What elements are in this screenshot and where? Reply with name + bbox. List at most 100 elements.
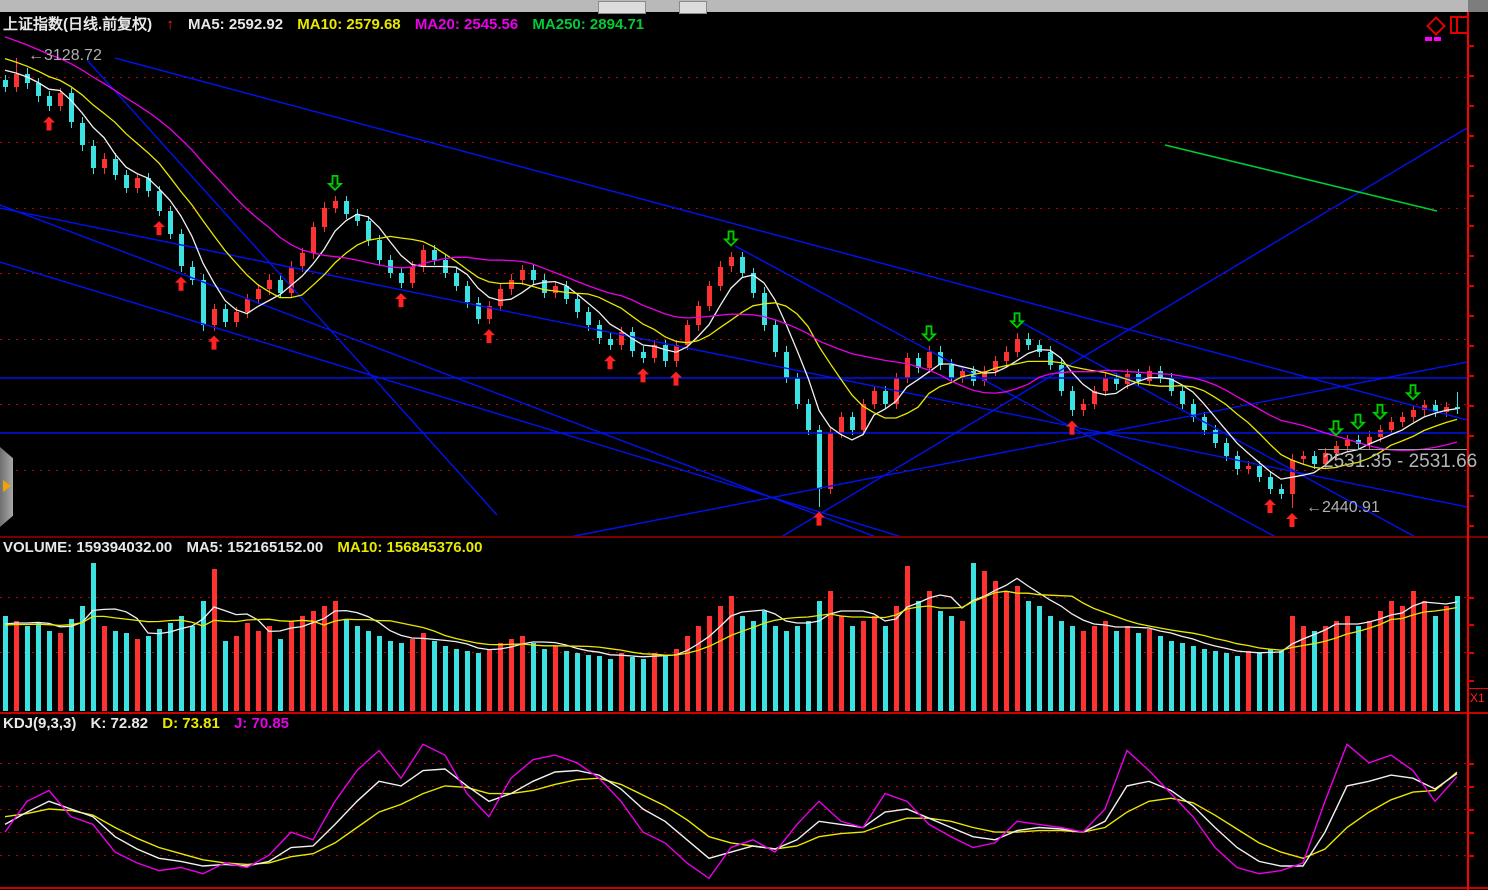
candle — [1180, 390, 1185, 404]
left-panel-expander[interactable] — [0, 447, 13, 527]
candle — [25, 73, 30, 84]
high-price-label: ←3128.72 — [28, 47, 102, 64]
panel-separator — [0, 536, 1488, 538]
candle — [817, 430, 822, 489]
candle — [971, 371, 976, 381]
volume-bar — [223, 641, 228, 711]
buy-signal-arrow-icon — [604, 355, 616, 370]
sell-signal-arrow-icon — [1008, 312, 1026, 329]
volume-bar — [344, 619, 349, 711]
volume-bar — [1290, 616, 1295, 711]
current-price-range-label: 2531.35 - 2531.66 — [1323, 451, 1478, 472]
candle — [300, 253, 305, 267]
axis-tick — [1467, 315, 1474, 317]
candle — [36, 83, 41, 97]
window-top-strip — [0, 0, 1488, 14]
candle — [1213, 430, 1218, 444]
volume-bar — [1301, 626, 1306, 711]
candle — [124, 174, 129, 188]
candle — [652, 345, 657, 359]
dotted-gridline — [0, 809, 1467, 810]
candle — [388, 260, 393, 274]
sell-signal-arrow-icon — [1404, 384, 1422, 401]
candle — [1235, 456, 1240, 470]
axis-tick — [1467, 435, 1474, 437]
candle — [1301, 456, 1306, 460]
candle — [146, 178, 151, 192]
volume-bar — [542, 649, 547, 711]
candle — [245, 299, 250, 313]
candle — [1246, 466, 1251, 470]
buy-signal-arrow-icon — [670, 371, 682, 386]
volume-ma5-value: MA5: 152165152.00 — [186, 539, 324, 556]
candle — [883, 390, 888, 404]
candle — [333, 201, 338, 208]
dotted-gridline — [0, 208, 1467, 209]
candle — [1345, 439, 1350, 447]
volume-bar — [311, 611, 316, 711]
top-strip-tab[interactable] — [679, 1, 707, 14]
volume-bar — [894, 606, 899, 711]
candle — [773, 325, 778, 352]
right-price-axis — [1467, 12, 1469, 890]
panel-separator — [0, 712, 1488, 714]
candle — [212, 309, 217, 326]
candle — [916, 358, 921, 368]
candle — [553, 286, 558, 293]
buy-signal-arrow-icon — [1286, 512, 1298, 527]
candle — [949, 364, 954, 378]
candle — [399, 273, 404, 283]
volume-bar — [256, 631, 261, 711]
candle — [784, 351, 789, 378]
top-strip-corner — [1468, 0, 1488, 12]
candle — [1202, 417, 1207, 431]
volume-bar — [531, 643, 536, 711]
volume-bar — [1356, 626, 1361, 711]
volume-bar — [1202, 649, 1207, 711]
axis-tick — [1467, 855, 1474, 857]
volume-bar — [234, 636, 239, 711]
axis-tick — [1467, 809, 1474, 811]
split-window-icon[interactable] — [1450, 16, 1469, 34]
ma250-value: MA250: 2894.71 — [532, 16, 645, 33]
volume-bar — [377, 636, 382, 711]
volume-bar — [300, 616, 305, 711]
volume-bar — [36, 623, 41, 711]
volume-bar — [1312, 631, 1317, 711]
volume-bar — [1092, 626, 1097, 711]
volume-bar — [696, 626, 701, 711]
volume-bar — [839, 616, 844, 711]
volume-bar — [1026, 601, 1031, 711]
volume-bar — [1323, 626, 1328, 711]
volume-bar — [971, 563, 976, 711]
candle — [828, 433, 833, 489]
candle — [465, 286, 470, 303]
volume-bar — [1114, 631, 1119, 711]
dotted-gridline — [0, 273, 1467, 274]
volume-bar — [201, 601, 206, 711]
candle — [1070, 390, 1075, 411]
volume-bar — [267, 626, 272, 711]
magenta-dash-icon — [1434, 37, 1441, 41]
volume-bar — [597, 656, 602, 711]
volume-bar — [1070, 626, 1075, 711]
volume-bar — [47, 631, 52, 711]
volume-header: VOLUME: 159394032.00 MA5: 152165152.00 M… — [3, 539, 492, 556]
bottom-border — [0, 887, 1488, 889]
candle — [630, 331, 635, 352]
top-strip-tab[interactable] — [598, 1, 646, 14]
candle — [1059, 364, 1064, 391]
diamond-icon[interactable] — [1426, 16, 1446, 36]
candle — [850, 417, 855, 431]
axis-tick — [1467, 165, 1474, 167]
candle — [707, 286, 712, 306]
volume-bar — [388, 641, 393, 711]
dotted-gridline — [0, 339, 1467, 340]
volume-bar — [432, 641, 437, 711]
candle — [234, 312, 239, 323]
axis-tick — [1467, 405, 1474, 407]
sell-signal-arrow-icon — [1327, 420, 1345, 437]
buy-signal-arrow-icon — [813, 511, 825, 526]
candle-wick — [1457, 392, 1458, 415]
